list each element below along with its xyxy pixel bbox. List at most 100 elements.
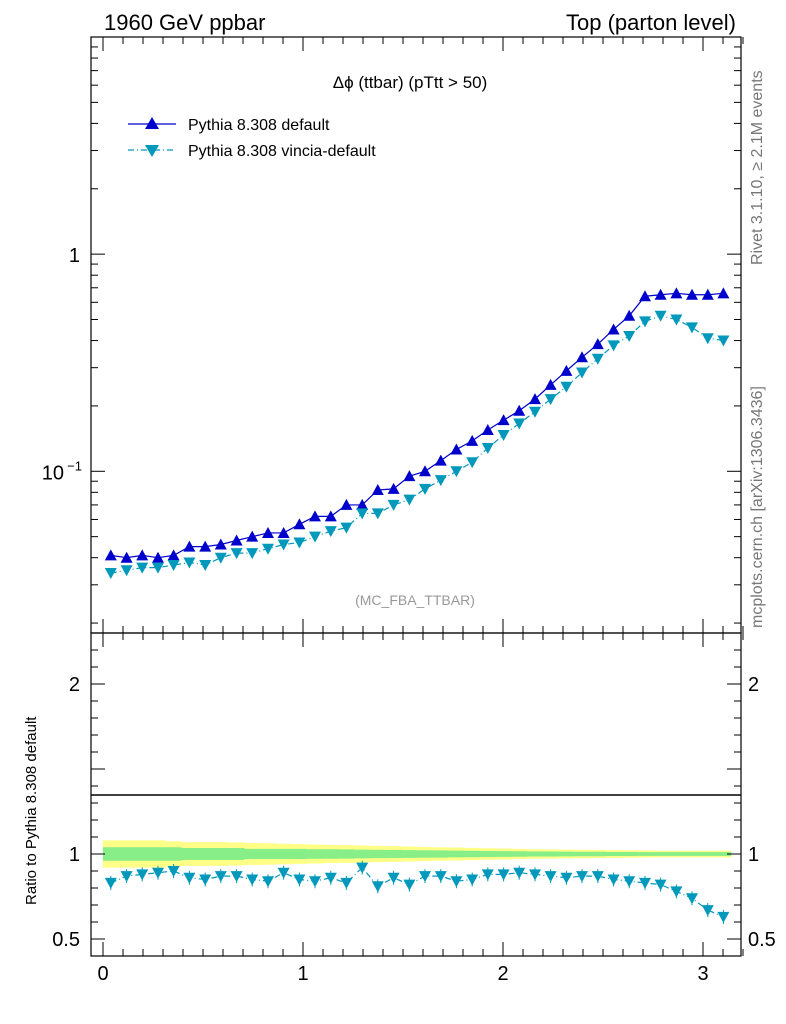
data-point-default — [670, 287, 683, 299]
ratio-point-vincia — [591, 871, 604, 883]
data-point-vincia — [701, 333, 714, 345]
collision-label: 1960 GeV ppbar — [104, 10, 265, 35]
ratio-plot-frame — [90, 632, 742, 957]
data-point-default — [199, 540, 212, 552]
legend-marker-triangle-up-icon — [145, 117, 159, 129]
data-point-vincia — [513, 418, 526, 430]
data-point-default — [387, 482, 400, 494]
x-tick-label: 2 — [497, 963, 508, 985]
data-point-default — [183, 540, 196, 552]
data-point-default — [324, 510, 337, 522]
data-point-vincia — [466, 457, 479, 469]
ratio-point-vincia — [701, 905, 714, 917]
ratio-point-vincia — [670, 886, 683, 898]
data-point-vincia — [199, 560, 212, 572]
data-point-default — [246, 530, 259, 542]
ratio-point-vincia — [324, 872, 337, 884]
mcplots-label: mcplots.cern.ch [arXiv:1306.3436] — [749, 386, 766, 628]
data-point-vincia — [560, 381, 573, 393]
ratio-point-vincia — [607, 874, 620, 886]
data-point-vincia — [419, 483, 431, 495]
data-point-vincia — [403, 494, 416, 506]
data-point-default — [481, 423, 494, 435]
data-point-vincia — [324, 526, 337, 538]
series-line-default — [110, 292, 724, 559]
ratio-point-vincia — [293, 874, 306, 886]
ratio-y-tick-label-right: 0.5 — [748, 929, 776, 951]
data-point-default — [466, 434, 479, 446]
ratio-point-vincia — [639, 877, 651, 889]
plot-title: Δϕ (ttbar) (pTtt > 50) — [333, 73, 488, 92]
ratio-point-vincia — [576, 871, 588, 883]
data-point-vincia — [434, 475, 447, 487]
data-point-default — [591, 338, 604, 350]
data-point-default — [419, 465, 431, 477]
data-point-default — [120, 551, 133, 563]
ratio-point-vincia — [403, 879, 416, 891]
legend-label-default: Pythia 8.308 default — [188, 117, 330, 134]
data-point-default — [356, 498, 369, 510]
data-point-vincia — [246, 548, 259, 560]
process-label: Top (parton level) — [566, 10, 736, 35]
data-point-default — [214, 538, 227, 550]
legend-label-vincia: Pythia 8.308 vincia-default — [188, 143, 376, 160]
analysis-watermark: (MC_FBA_TTBAR) — [355, 592, 475, 608]
ratio-point-vincia — [513, 867, 526, 879]
ratio-point-vincia — [560, 872, 573, 884]
data-point-vincia — [120, 565, 133, 577]
data-point-vincia — [544, 394, 557, 406]
data-point-vincia — [167, 560, 180, 572]
data-point-vincia — [670, 314, 683, 326]
ratio-point-vincia — [230, 871, 243, 883]
x-axis-ticks: 0 1 2 3 — [97, 37, 744, 985]
ratio-y-tick-label-left: 0.5 — [52, 929, 80, 951]
data-point-vincia — [639, 316, 651, 328]
ratio-point-vincia — [450, 876, 463, 888]
data-point-default — [434, 454, 447, 466]
ratio-point-vincia — [434, 871, 447, 883]
data-point-default — [513, 404, 526, 416]
data-point-default — [136, 549, 149, 561]
data-point-vincia — [309, 531, 321, 543]
data-point-default — [293, 518, 306, 530]
ratio-point-vincia — [309, 876, 321, 888]
data-point-vincia — [607, 340, 620, 352]
data-point-default — [686, 288, 698, 300]
ratio-point-vincia — [544, 871, 557, 883]
y-tick-label: 10 — [42, 462, 64, 484]
data-point-vincia — [340, 522, 353, 534]
ratio-series — [104, 860, 730, 924]
ratio-point-vincia — [466, 874, 479, 886]
ratio-point-vincia — [120, 871, 133, 883]
data-point-default — [403, 470, 416, 482]
data-point-default — [371, 484, 384, 496]
data-point-default — [340, 498, 353, 510]
data-point-default — [450, 443, 463, 455]
data-point-vincia — [387, 499, 400, 511]
rivet-label: Rivet 3.1.10, ≥ 2.1M events — [749, 70, 766, 265]
data-point-default — [544, 378, 557, 390]
data-point-vincia — [230, 548, 243, 560]
data-point-default — [654, 288, 667, 300]
data-point-vincia — [717, 335, 730, 347]
data-point-default — [701, 288, 714, 300]
data-point-default — [717, 287, 730, 299]
ratio-point-vincia — [654, 879, 667, 891]
data-point-vincia — [262, 543, 274, 555]
x-tick-label: 3 — [697, 963, 708, 985]
ratio-ylabel: Ratio to Pythia 8.308 default — [23, 716, 40, 905]
ratio-point-vincia — [497, 869, 510, 881]
ratio-point-vincia — [183, 872, 196, 884]
main-y-ticks: 1 10 −1 — [42, 46, 741, 624]
data-point-default — [277, 526, 290, 538]
ratio-point-vincia — [199, 874, 212, 886]
data-point-default — [230, 534, 243, 546]
ratio-point-vincia — [136, 869, 149, 881]
ratio-point-vincia — [214, 871, 227, 883]
data-point-vincia — [481, 443, 494, 455]
ratio-point-vincia — [152, 867, 164, 879]
ratio-plot: 2 2 1 1 0.5 0.5 0 1 2 3 Ratio to Pythia 8.308 de… — [23, 37, 776, 985]
data-point-vincia — [136, 562, 149, 574]
ratio-point-vincia — [529, 869, 541, 881]
